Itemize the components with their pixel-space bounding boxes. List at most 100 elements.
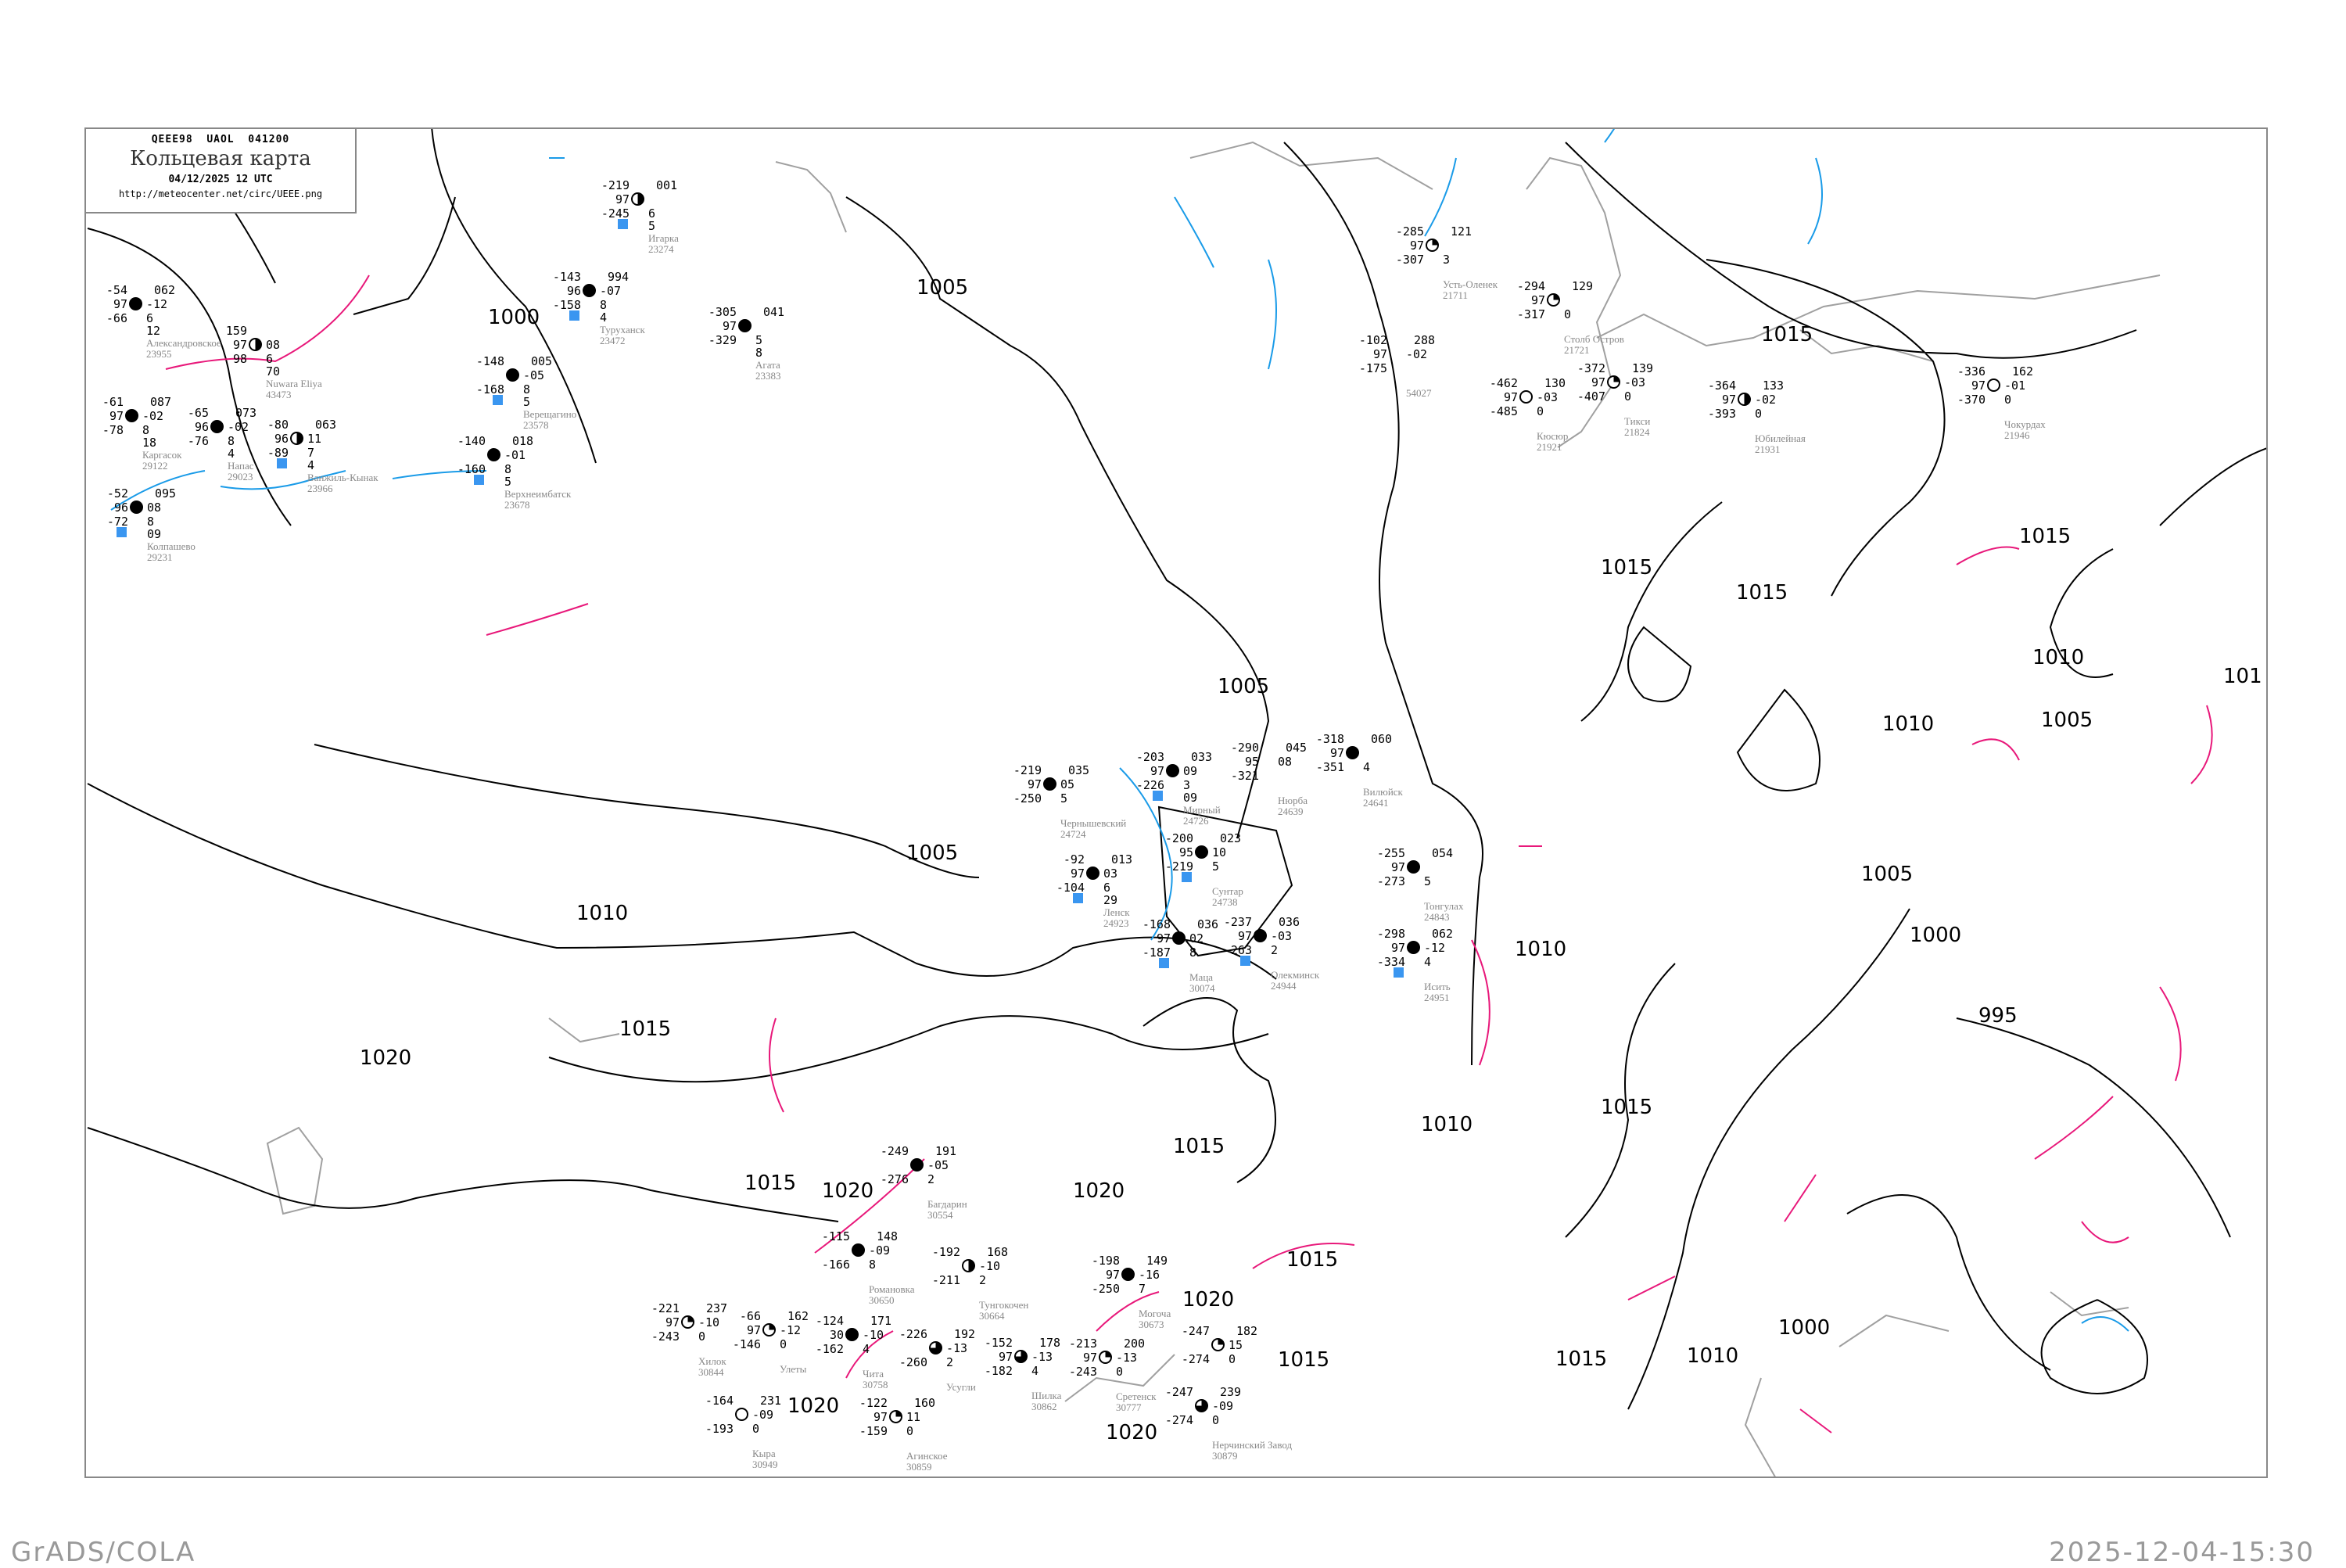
station-dewpoint: -263 bbox=[1223, 943, 1252, 957]
station-temperature: -336 bbox=[1957, 364, 1985, 379]
cloud-cover-icon bbox=[1086, 867, 1099, 880]
station-precip-value: 8 bbox=[755, 346, 763, 360]
station-cloud-height: 5 bbox=[755, 333, 763, 347]
station-pressure: 191 bbox=[935, 1144, 957, 1158]
station-id: 54027 bbox=[1406, 387, 1432, 399]
station-label: Чокурдах 21946 bbox=[2004, 419, 2046, 441]
station-temperature: -247 bbox=[1164, 1385, 1193, 1399]
station-visibility: 97 bbox=[1237, 929, 1252, 943]
station-id: 29231 bbox=[147, 551, 173, 563]
station-dewpoint: -211 bbox=[931, 1273, 960, 1287]
isobar-label: 1005 bbox=[2041, 709, 2093, 732]
station-name: Исить bbox=[1424, 981, 1451, 992]
station-label: Верещагино 23578 bbox=[523, 409, 576, 431]
cloud-cover-icon bbox=[889, 1410, 902, 1423]
station-pressure: 036 bbox=[1197, 917, 1219, 931]
station-pressure: 013 bbox=[1111, 852, 1133, 867]
isobar-label: 1000 bbox=[1778, 1316, 1831, 1340]
station-id: 30758 bbox=[863, 1379, 888, 1390]
station-pressure-tendency: -05 bbox=[927, 1158, 949, 1172]
station-precip-value: 70 bbox=[266, 364, 281, 379]
station-label: Исить 24951 bbox=[1424, 981, 1451, 1003]
station-pressure: 033 bbox=[1191, 750, 1213, 764]
station-name: Романовка bbox=[869, 1283, 915, 1295]
station-cloud-height: 0 bbox=[1564, 307, 1572, 321]
station-pressure-tendency: -03 bbox=[1271, 929, 1293, 943]
station-visibility: 97 bbox=[998, 1350, 1013, 1364]
station-pressure: 035 bbox=[1068, 763, 1090, 777]
station-dewpoint: -182 bbox=[984, 1364, 1013, 1378]
cloud-cover-icon bbox=[1407, 941, 1420, 954]
station-name: Вилюйск bbox=[1363, 786, 1403, 798]
station-pressure: 160 bbox=[914, 1396, 936, 1410]
station-label: Колпашево 29231 bbox=[147, 541, 196, 563]
cloud-cover-icon bbox=[290, 432, 303, 445]
station-visibility: 30 bbox=[829, 1328, 844, 1342]
station-temperature: -372 bbox=[1577, 361, 1605, 375]
station-label: Романовка 30650 bbox=[869, 1284, 915, 1306]
station-dewpoint: -158 bbox=[552, 298, 581, 312]
station-temperature: -54 bbox=[106, 283, 127, 297]
station-label: 54027 bbox=[1406, 388, 1432, 399]
cloud-cover-icon bbox=[1099, 1351, 1112, 1364]
station-id: 30650 bbox=[869, 1294, 895, 1306]
station-cloud-height: 0 bbox=[1116, 1365, 1124, 1379]
station-name: Нюрба bbox=[1278, 795, 1308, 806]
footer-software: GrADS/COLA bbox=[11, 1537, 196, 1568]
station-pressure-tendency: -01 bbox=[2004, 379, 2026, 393]
station-pressure: 062 bbox=[1432, 927, 1454, 941]
station-id: 23383 bbox=[755, 370, 781, 382]
station-id: 24944 bbox=[1271, 980, 1297, 992]
station-temperature: -221 bbox=[651, 1301, 680, 1315]
source-url[interactable]: http://meteocenter.net/circ/UEEE.png bbox=[118, 188, 323, 199]
station-temperature: -219 bbox=[601, 178, 630, 192]
station-name: Тикси bbox=[1624, 415, 1651, 427]
station-visibility: 96 bbox=[194, 420, 209, 434]
station-cloud-height: 0 bbox=[1537, 404, 1544, 418]
station-precip-value: 5 bbox=[523, 395, 531, 409]
station-pressure-tendency: 03 bbox=[1103, 867, 1118, 881]
station-dewpoint: -104 bbox=[1056, 881, 1085, 895]
station-pressure-tendency: -09 bbox=[752, 1408, 774, 1422]
station-dewpoint: -273 bbox=[1376, 874, 1405, 888]
station-name: Маца bbox=[1189, 971, 1214, 983]
station-pressure: 087 bbox=[150, 395, 172, 409]
isobar-label: 1010 bbox=[1687, 1344, 1739, 1368]
station-temperature: -219 bbox=[1013, 763, 1042, 777]
station-name: Туруханск bbox=[600, 324, 645, 335]
station-pressure: 168 bbox=[987, 1245, 1009, 1259]
station-precip-value: 29 bbox=[1103, 893, 1118, 907]
station-label: Агинское 30859 bbox=[906, 1451, 948, 1473]
station-dewpoint: -193 bbox=[705, 1422, 734, 1436]
station-pressure: 148 bbox=[877, 1229, 899, 1243]
snow-cover-marker bbox=[493, 395, 503, 405]
station-id: 21711 bbox=[1443, 289, 1469, 301]
station-pressure: 178 bbox=[1039, 1336, 1061, 1350]
station-label: Маца 30074 bbox=[1189, 972, 1215, 994]
station-pressure: 121 bbox=[1451, 224, 1473, 239]
station-name: Улеты bbox=[780, 1363, 807, 1375]
station-temperature: -164 bbox=[705, 1394, 734, 1408]
station-cloud-height: 8 bbox=[147, 515, 155, 529]
station-label: Тунгокочен 30664 bbox=[979, 1300, 1028, 1322]
station-label: Улеты bbox=[780, 1364, 806, 1375]
station-label: Сунтар 24738 bbox=[1212, 886, 1243, 908]
station-cloud-height: 0 bbox=[1624, 389, 1632, 404]
station-pressure-tendency: -03 bbox=[1537, 390, 1559, 404]
station-id: 21721 bbox=[1564, 344, 1590, 356]
station-dewpoint: -317 bbox=[1516, 307, 1545, 321]
station-label: Нюрба 24639 bbox=[1278, 795, 1308, 817]
isobar-label: 1015 bbox=[619, 1017, 672, 1041]
station-name: Юбилейная bbox=[1755, 432, 1806, 444]
station-temperature: -65 bbox=[187, 406, 209, 420]
isobar-label: 995 bbox=[1978, 1004, 2018, 1028]
station-temperature: -168 bbox=[1142, 917, 1171, 931]
snow-cover-marker bbox=[1394, 967, 1404, 978]
station-pressure: 001 bbox=[656, 178, 678, 192]
station-label: Столб Остров 21721 bbox=[1564, 334, 1624, 356]
station-dewpoint: -393 bbox=[1707, 407, 1736, 421]
station-label: Шилка 30862 bbox=[1031, 1390, 1061, 1412]
isobar-label: 1020 bbox=[822, 1179, 874, 1203]
snow-cover-marker bbox=[1182, 872, 1192, 882]
station-id: 23472 bbox=[600, 335, 626, 346]
